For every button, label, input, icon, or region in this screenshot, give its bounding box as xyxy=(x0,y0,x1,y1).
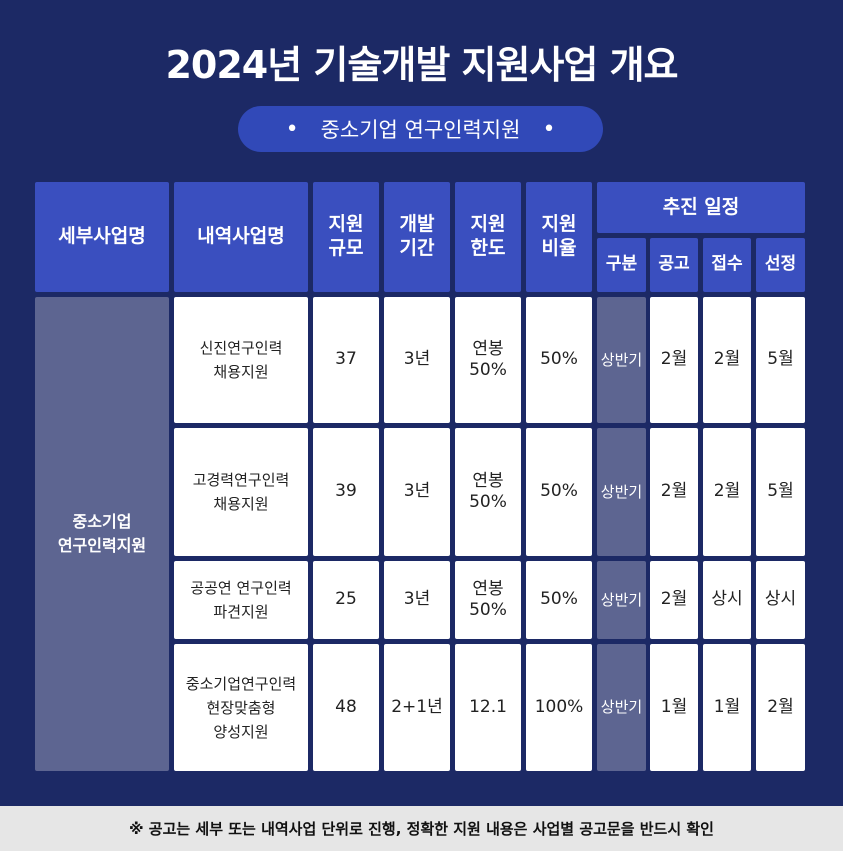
selection-value: 5월 xyxy=(756,428,805,556)
subtitle-text: 중소기업 연구인력지원 xyxy=(320,118,521,142)
header-limit: 지원 한도 xyxy=(455,182,521,292)
subprogram-name: 신진연구인력 채용지원 xyxy=(174,297,308,423)
bullet-left-icon: • xyxy=(285,116,299,142)
header-schedule: 추진 일정 xyxy=(597,182,805,233)
header-subprogram: 내역사업명 xyxy=(174,182,308,292)
bullet-right-icon: • xyxy=(542,116,556,142)
category-value: 상반기 xyxy=(597,297,646,423)
page-title: 2024년 기술개발 지원사업 개요 xyxy=(165,43,678,87)
ratio-value: 50% xyxy=(526,297,592,423)
footnote: ※ 공고는 세부 또는 내역사업 단위로 진행, 정확한 지원 내용은 사업별 … xyxy=(0,806,843,851)
announce-value: 1월 xyxy=(650,644,698,771)
subprogram-name: 공공연 연구인력 파견지원 xyxy=(174,561,308,639)
period-value: 3년 xyxy=(384,561,450,639)
subprogram-name: 고경력연구인력 채용지원 xyxy=(174,428,308,556)
receipt-value: 1월 xyxy=(703,644,751,771)
period-value: 3년 xyxy=(384,297,450,423)
limit-value: 연봉 50% xyxy=(455,428,521,556)
receipt-value: 상시 xyxy=(703,561,751,639)
ratio-value: 50% xyxy=(526,428,592,556)
scale-value: 39 xyxy=(313,428,379,556)
header-ratio: 지원 비율 xyxy=(526,182,592,292)
scale-value: 48 xyxy=(313,644,379,771)
category-value: 상반기 xyxy=(597,428,646,556)
header-program: 세부사업명 xyxy=(35,182,169,292)
limit-value: 연봉 50% xyxy=(455,561,521,639)
header-category: 구분 xyxy=(597,238,646,292)
header-receipt: 접수 xyxy=(703,238,751,292)
selection-value: 상시 xyxy=(756,561,805,639)
announce-value: 2월 xyxy=(650,297,698,423)
receipt-value: 2월 xyxy=(703,428,751,556)
header-announce: 공고 xyxy=(650,238,698,292)
limit-value: 12.1 xyxy=(455,644,521,771)
announce-value: 2월 xyxy=(650,561,698,639)
category-value: 상반기 xyxy=(597,561,646,639)
scale-value: 25 xyxy=(313,561,379,639)
scale-value: 37 xyxy=(313,297,379,423)
header-period: 개발 기간 xyxy=(384,182,450,292)
period-value: 3년 xyxy=(384,428,450,556)
program-name-cell: 중소기업 연구인력지원 xyxy=(35,297,169,771)
period-value: 2+1년 xyxy=(384,644,450,771)
header-selection: 선정 xyxy=(756,238,805,292)
header-scale: 지원 규모 xyxy=(313,182,379,292)
announce-value: 2월 xyxy=(650,428,698,556)
selection-value: 2월 xyxy=(756,644,805,771)
subprogram-name: 중소기업연구인력 현장맞춤형 양성지원 xyxy=(174,644,308,771)
receipt-value: 2월 xyxy=(703,297,751,423)
subtitle-pill: • 중소기업 연구인력지원 • xyxy=(238,106,603,152)
selection-value: 5월 xyxy=(756,297,805,423)
ratio-value: 100% xyxy=(526,644,592,771)
limit-value: 연봉 50% xyxy=(455,297,521,423)
category-value: 상반기 xyxy=(597,644,646,771)
ratio-value: 50% xyxy=(526,561,592,639)
